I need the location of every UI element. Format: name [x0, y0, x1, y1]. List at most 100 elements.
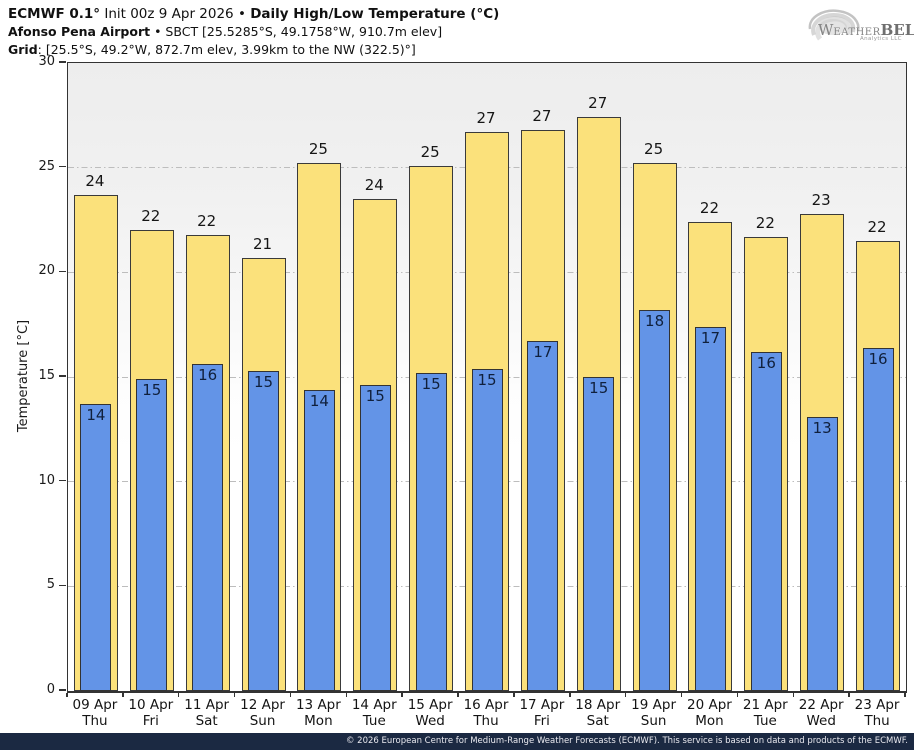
x-tick-4: [289, 693, 292, 697]
x-tick-9: [569, 693, 571, 697]
x-label-date: 16 Apr: [463, 697, 509, 713]
low-bar-15-Apr: [415, 372, 447, 691]
x-label-weekday: Wed: [415, 713, 445, 729]
low-bar-16-Apr: [471, 368, 503, 691]
x-label-09-Apr: 09 Apr Thu: [59, 697, 131, 729]
x-label-date: 14 Apr: [351, 697, 397, 713]
high-value-label: 25: [644, 140, 664, 159]
swirl-icon: [808, 9, 860, 41]
x-tick-11: [680, 693, 683, 697]
high-value-label: 21: [252, 234, 273, 253]
x-label-22-Apr: 22 Apr Wed: [785, 697, 857, 729]
x-label-date: 23 Apr: [854, 697, 900, 713]
y-tick-25: [59, 165, 66, 168]
footer-bar: © 2026 European Centre for Medium-Range …: [0, 733, 914, 750]
x-label-date: 13 Apr: [295, 697, 341, 713]
logo-subtext: Analytics LLC: [860, 36, 902, 42]
plot-area: 14 15 16 15 14 15 15 15 17 15 18 17 16 13 16: [67, 62, 907, 693]
high-value-label: 25: [308, 140, 328, 159]
low-value-label: 15: [142, 381, 162, 400]
x-label-weekday: Thu: [473, 713, 499, 729]
x-tick-15: [904, 693, 906, 697]
low-bar-09-Apr: [80, 404, 112, 691]
x-label-20-Apr: 20 Apr Mon: [673, 697, 745, 729]
station-coords: • SBCT [25.5285°S, 49.1758°W, 910.7m ele…: [150, 24, 443, 39]
low-bar-10-Apr: [136, 379, 168, 691]
low-value-label: 14: [86, 406, 106, 425]
x-tick-0: [66, 693, 68, 697]
high-value-label: 22: [699, 199, 719, 218]
x-tick-5: [345, 693, 348, 697]
grid-label: Grid: [8, 42, 38, 57]
logo-initial: W: [818, 21, 834, 39]
x-label-date: 21 Apr: [742, 697, 788, 713]
x-label-date: 12 Apr: [240, 697, 285, 713]
high-value-label: 22: [197, 211, 217, 230]
x-label-weekday: Wed: [806, 713, 836, 729]
x-tick-10: [624, 693, 627, 697]
station-name: Afonso Pena Airport: [8, 24, 151, 39]
low-value-label: 14: [309, 391, 329, 410]
low-bar-22-Apr: [806, 416, 838, 691]
x-label-date: 17 Apr: [519, 697, 565, 713]
low-value-label: 16: [756, 353, 776, 372]
x-tick-14: [848, 693, 850, 697]
x-label-date: 20 Apr: [687, 697, 732, 713]
title-variable: Daily High/Low Temperature (°C): [250, 6, 500, 22]
x-label-weekday: Fri: [142, 713, 159, 729]
x-label-17-Apr: 17 Apr Fri: [506, 697, 578, 729]
low-value-label: 15: [253, 372, 274, 391]
low-value-label: 15: [589, 379, 609, 397]
x-label-14-Apr: 14 Apr Tue: [338, 697, 410, 729]
x-tick-8: [513, 693, 515, 697]
title-separator: •: [237, 6, 251, 22]
high-value-label: 24: [85, 171, 105, 190]
y-tick-label-10: 10: [38, 472, 55, 488]
x-tick-7: [457, 693, 459, 697]
x-label-date: 11 Apr: [184, 697, 230, 713]
x-label-23-Apr: 23 Apr Thu: [841, 697, 913, 729]
low-value-label: 13: [812, 418, 832, 437]
low-value-label: 16: [868, 349, 888, 368]
x-label-weekday: Tue: [362, 713, 386, 729]
grid-coords: : [25.5°S, 49.2°W, 872.7m elev, 3.99km t…: [37, 42, 416, 57]
x-label-19-Apr: 19 Apr Sun: [618, 697, 690, 729]
high-value-label: 27: [532, 106, 552, 125]
y-tick-0: [59, 689, 66, 691]
chart-header: ECMWF 0.1° Init 00z 9 Apr 2026 • Daily H…: [8, 5, 499, 59]
low-bar-12-Apr: [248, 370, 280, 691]
y-tick-label-25: 25: [38, 158, 55, 174]
low-bar-23-Apr: [862, 347, 894, 691]
x-tick-12: [736, 693, 739, 697]
x-label-21-Apr: 21 Apr Tue: [729, 697, 801, 729]
high-value-label: 23: [811, 190, 831, 209]
high-value-label: 22: [867, 217, 887, 236]
x-label-13-Apr: 13 Apr Mon: [282, 697, 354, 729]
weatherbell-logo: WEATHERBELL Analytics LLC: [802, 3, 914, 49]
low-value-label: 15: [421, 374, 441, 393]
high-value-label: 25: [420, 142, 440, 161]
low-bar-18-Apr: [583, 377, 615, 691]
low-value-label: 17: [533, 343, 553, 362]
low-bar-17-Apr: [527, 341, 559, 691]
y-tick-label-0: 0: [46, 682, 55, 697]
x-tick-13: [792, 693, 795, 697]
x-label-weekday: Thu: [82, 713, 108, 729]
x-label-12-Apr: 12 Apr Sun: [227, 697, 299, 729]
x-label-18-Apr: 18 Apr Sat: [562, 697, 634, 729]
x-label-weekday: Sun: [640, 713, 667, 729]
x-tick-1: [122, 693, 124, 697]
low-bar-14-Apr: [359, 385, 391, 691]
x-label-15-Apr: 15 Apr Wed: [394, 697, 466, 729]
x-label-weekday: Tue: [753, 713, 777, 729]
x-label-weekday: Mon: [695, 713, 724, 729]
x-label-date: 22 Apr: [798, 697, 844, 713]
x-label-weekday: Thu: [864, 713, 890, 729]
x-label-date: 09 Apr: [72, 697, 118, 713]
chart-subtitle-grid: Grid: [25.5°S, 49.2°W, 872.7m elev, 3.99…: [8, 41, 499, 59]
y-tick-label-20: 20: [38, 263, 55, 279]
x-label-weekday: Fri: [533, 713, 550, 729]
low-value-label: 18: [645, 312, 665, 330]
x-label-11-Apr: 11 Apr Sat: [171, 697, 243, 729]
